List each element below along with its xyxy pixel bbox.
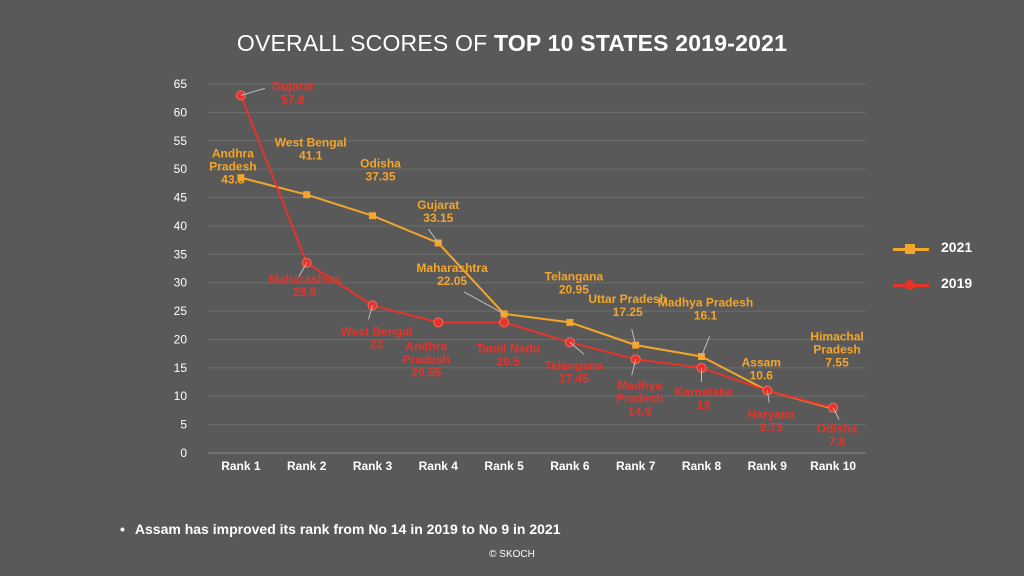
y-tick-label: 40 <box>174 219 188 233</box>
data-label-2019: Gujarat <box>272 79 314 93</box>
x-tick-label: Rank 3 <box>353 459 393 473</box>
data-label-2021: Madhya Pradesh <box>658 295 753 309</box>
x-tick-label: Rank 10 <box>810 459 856 473</box>
data-label-2021: Gujarat <box>417 198 459 212</box>
leader-line <box>631 359 637 376</box>
y-tick-label: 25 <box>174 304 188 318</box>
data-label-2019: 13 <box>697 398 711 412</box>
series-line-2019 <box>239 95 834 409</box>
data-label-2019: Odisha <box>817 422 858 436</box>
data-label-2019: Haryana <box>748 408 796 422</box>
data-label-2019: Tamil Nadu <box>476 341 540 355</box>
y-tick-label: 15 <box>174 361 188 375</box>
x-tick-label: Rank 4 <box>419 459 459 473</box>
x-tick-label: Rank 6 <box>550 459 590 473</box>
data-label-2021: 43.8 <box>221 173 245 187</box>
y-tick-label: 20 <box>174 332 188 346</box>
data-label-2019: Maharashtra <box>269 272 341 286</box>
data-label-2021: West Bengal <box>275 136 347 150</box>
data-point-2021 <box>303 191 311 199</box>
y-tick-label: 50 <box>174 162 188 176</box>
x-tick-label: Rank 5 <box>484 459 524 473</box>
data-point-2021 <box>369 212 376 220</box>
data-label-2019: 23 <box>370 337 384 351</box>
x-tick-label: Rank 7 <box>616 459 656 473</box>
note-bullet: • <box>120 521 125 537</box>
data-label-2019: 29.5 <box>293 285 317 299</box>
data-label-2019: 20.5 <box>496 354 520 368</box>
x-tick-label: Rank 2 <box>287 459 327 473</box>
data-label-2021: 41.1 <box>299 149 323 163</box>
data-label-2019: 9.75 <box>760 421 784 435</box>
data-label-2021: 33.15 <box>423 211 453 225</box>
data-label-2021: 10.6 <box>750 369 774 383</box>
y-tick-label: 35 <box>174 247 188 261</box>
data-label-2021: 22.05 <box>437 274 467 288</box>
data-label-2019: 57.8 <box>281 92 305 106</box>
data-label-2021: Odisha <box>360 157 401 171</box>
data-label-2021: Pradesh <box>209 160 256 174</box>
data-label-2021: Telangana <box>545 269 604 283</box>
y-tick-label: 0 <box>180 446 187 460</box>
leader-line <box>766 390 770 403</box>
y-tick-label: 55 <box>174 134 188 148</box>
leader-line <box>701 336 710 357</box>
data-label-2019: 20.55 <box>411 365 441 379</box>
chart-title-bold: TOP 10 STATES 2019-2021 <box>493 30 788 56</box>
data-label-2019: 7.8 <box>829 435 846 449</box>
leader-line <box>832 407 840 420</box>
data-label-2019: Karnataka <box>674 385 732 399</box>
data-label-2019: 14.9 <box>628 404 652 418</box>
data-label-2021: Maharashtra <box>416 261 488 275</box>
data-point-2019 <box>499 317 510 328</box>
data-point-2019 <box>433 317 444 328</box>
y-tick-label: 10 <box>174 389 188 403</box>
leader-line <box>427 228 439 244</box>
data-label-2021: Pradesh <box>813 343 860 357</box>
x-tick-label: Rank 1 <box>221 459 261 473</box>
legend-label-2021: 2021 <box>941 239 973 255</box>
data-label-2021: 20.95 <box>559 282 589 296</box>
y-tick-label: 30 <box>174 276 188 290</box>
leader-line <box>240 87 266 96</box>
data-label-2021: Himachal <box>810 330 863 344</box>
chart-title: OVERALL SCORES OF TOP 10 STATES 2019-202… <box>0 30 1024 57</box>
series-line-2021 <box>240 176 834 410</box>
legend-marker-2019 <box>905 280 915 290</box>
data-label-2021: Uttar Pradesh <box>588 292 667 306</box>
data-label-2021: 7.55 <box>825 356 849 370</box>
y-tick-label: 5 <box>180 418 187 432</box>
y-tick-label: 60 <box>174 105 188 119</box>
leader-line <box>569 341 585 355</box>
y-tick-label: 65 <box>174 77 188 91</box>
note-text: Assam has improved its rank from No 14 i… <box>134 521 561 537</box>
data-label-2021: Andhra <box>212 147 254 161</box>
data-label-2019: Madhya <box>617 378 662 392</box>
x-tick-label: Rank 9 <box>748 459 788 473</box>
legend-marker-2021 <box>905 244 915 254</box>
note: • Assam has improved its rank from No 14 … <box>120 521 561 537</box>
legend-label-2019: 2019 <box>941 275 973 291</box>
x-tick-label: Rank 8 <box>682 459 722 473</box>
copyright: © SKOCH <box>489 549 535 560</box>
data-label-2021: 16.1 <box>694 308 718 322</box>
leader-line <box>463 291 505 315</box>
data-label-2021: 37.35 <box>365 170 395 184</box>
y-tick-label: 45 <box>174 191 188 205</box>
data-label-2019: Telangana <box>545 358 604 372</box>
data-label-2019: 17.45 <box>559 371 589 385</box>
leader-line <box>368 305 373 320</box>
leader-line <box>631 329 637 346</box>
data-label-2019: Pradesh <box>403 352 450 366</box>
data-label-2019: Pradesh <box>616 391 663 405</box>
data-label-2021: Assam <box>742 356 781 370</box>
data-label-2019: West Bengal <box>341 324 413 338</box>
chart-title-prefix: OVERALL SCORES OF <box>236 30 488 56</box>
data-label-2019: Andhra <box>405 339 447 353</box>
data-point-2021 <box>566 318 574 326</box>
data-label-2021: 17.25 <box>613 305 643 319</box>
leader-line <box>298 262 308 278</box>
data-point-2021 <box>237 174 245 182</box>
